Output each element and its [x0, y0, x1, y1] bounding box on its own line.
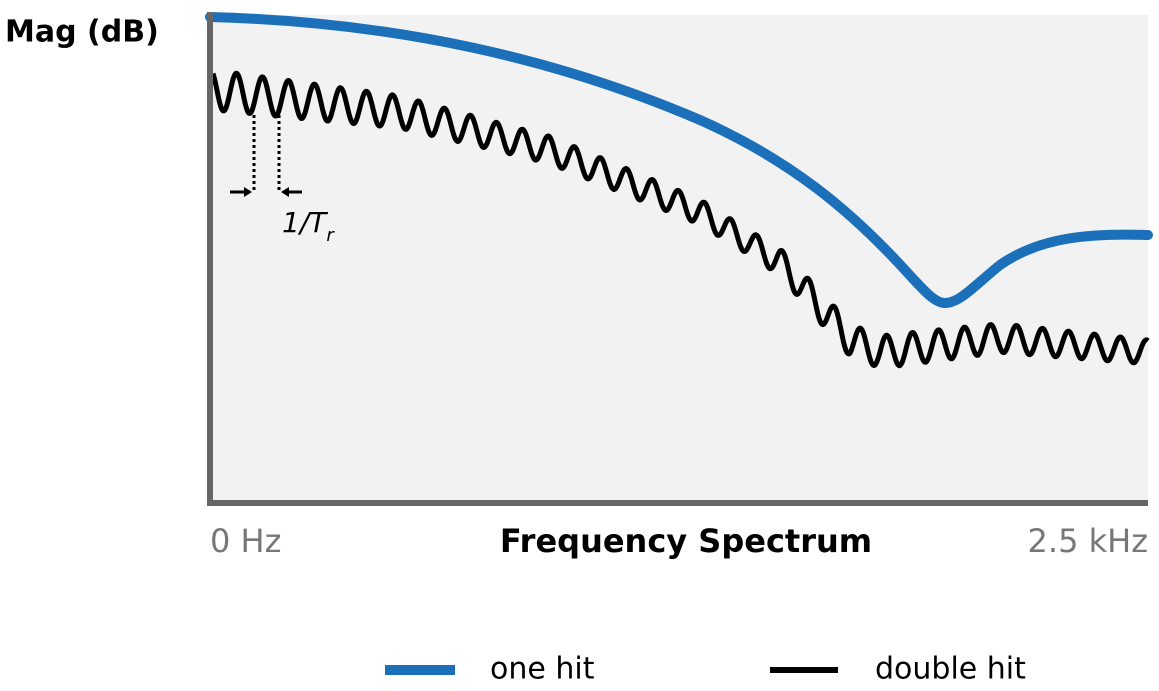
- axes: [207, 12, 1148, 506]
- period-marker: [230, 115, 302, 197]
- period-label: 1/Tr: [282, 206, 335, 246]
- x-start-label: 0 Hz: [210, 522, 281, 560]
- one-hit-curve: [205, 12, 1153, 309]
- x-end-label: 2.5 kHz: [1028, 522, 1148, 560]
- legend-label: one hit: [490, 652, 595, 687]
- period-subscript: r: [326, 225, 335, 246]
- period-text: 1/T: [282, 206, 328, 239]
- y-axis-label: Mag (dB): [5, 15, 159, 50]
- marker-arrowhead: [281, 187, 289, 197]
- plot-area: [210, 15, 1148, 503]
- legend-label: double hit: [875, 652, 1026, 687]
- x-axis-label: Frequency Spectrum: [500, 522, 872, 560]
- double-hit-curve: [210, 70, 1150, 369]
- marker-arrowhead: [244, 187, 252, 197]
